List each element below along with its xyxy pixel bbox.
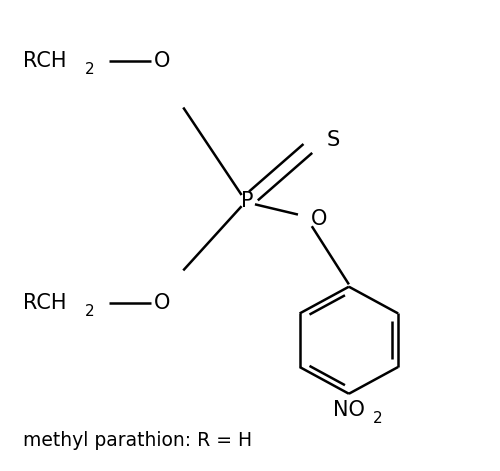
Text: P: P: [242, 191, 254, 211]
Text: S: S: [326, 130, 340, 150]
Text: O: O: [154, 51, 170, 71]
Text: O: O: [154, 293, 170, 313]
Text: 2: 2: [372, 411, 382, 426]
Text: 2: 2: [86, 62, 95, 77]
Text: RCH: RCH: [22, 293, 66, 313]
Text: 2: 2: [86, 304, 95, 319]
Text: RCH: RCH: [22, 51, 66, 71]
Text: NO: NO: [333, 400, 365, 420]
Text: methyl parathion: R = H: methyl parathion: R = H: [22, 431, 252, 450]
Text: O: O: [311, 209, 327, 229]
